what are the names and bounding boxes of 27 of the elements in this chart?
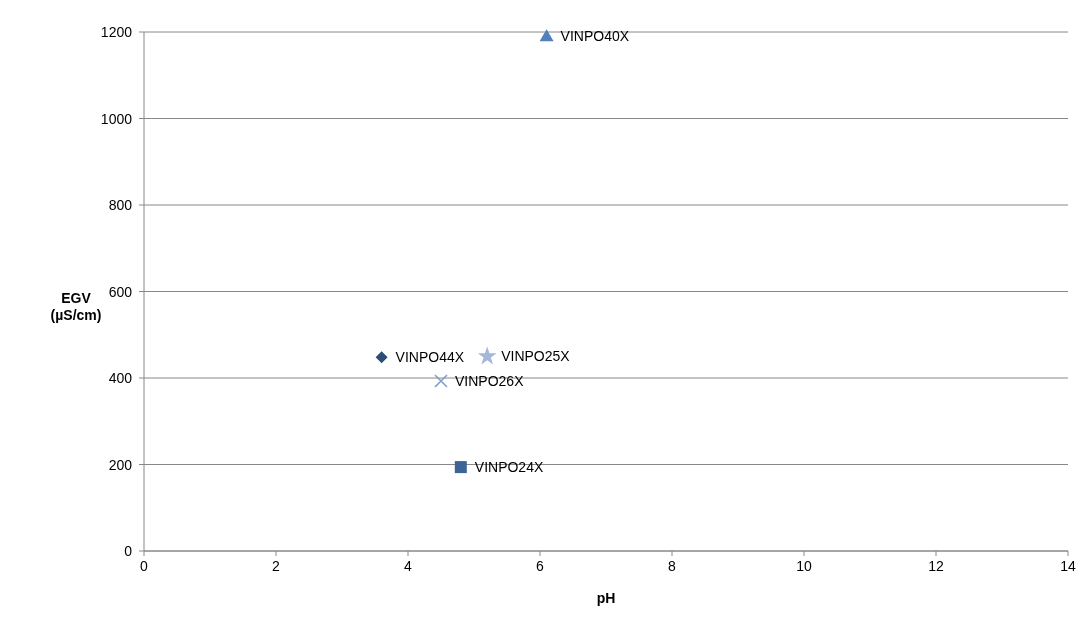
y-tick-label: 200	[108, 456, 133, 473]
point	[539, 29, 554, 42]
y-tick-label: 1200	[100, 24, 133, 40]
point	[477, 346, 497, 365]
y-tick-label: 1000	[100, 110, 133, 127]
x-tick-label: 0	[140, 558, 149, 574]
y-tick-label: 800	[108, 197, 133, 213]
y-tick-label: 0	[124, 543, 133, 559]
x-tick-label: 14	[1060, 558, 1076, 574]
y-tick-label: 600	[108, 283, 133, 300]
x-tick-label: 6	[536, 558, 545, 574]
series-label: VINPO24X	[474, 459, 544, 476]
point	[454, 461, 467, 474]
series-label: VINPO26X	[455, 373, 525, 390]
series-label: VINPO40X	[560, 28, 630, 45]
x-axis-title: pH	[596, 590, 616, 606]
x-tick-label: 2	[272, 558, 281, 574]
y-axis-title: EGV (µS/cm)	[50, 290, 102, 323]
point	[375, 351, 388, 364]
series-label: VINPO25X	[501, 348, 571, 365]
point	[434, 374, 448, 388]
y-tick-label: 400	[108, 370, 133, 386]
series-label: VINPO44X	[395, 349, 465, 366]
x-tick-label: 4	[404, 558, 413, 574]
x-tick-label: 10	[796, 558, 812, 574]
x-tick-label: 12	[928, 558, 944, 574]
x-tick-label: 8	[668, 558, 677, 574]
